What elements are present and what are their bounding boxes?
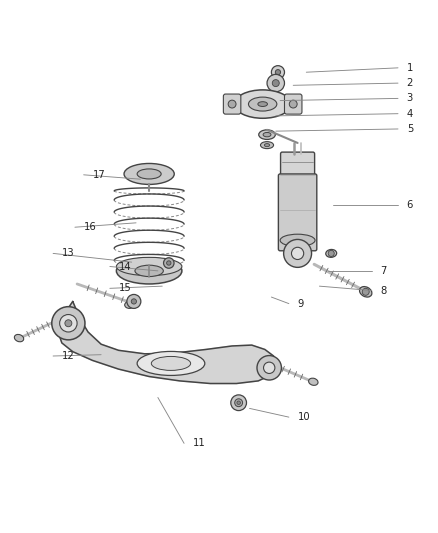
Circle shape <box>52 306 85 340</box>
Ellipse shape <box>124 164 174 184</box>
Circle shape <box>264 362 275 374</box>
Circle shape <box>231 395 247 410</box>
Circle shape <box>289 100 297 108</box>
Ellipse shape <box>309 378 318 385</box>
Text: 16: 16 <box>84 222 96 232</box>
Circle shape <box>166 261 171 265</box>
Ellipse shape <box>135 265 163 277</box>
Circle shape <box>65 320 72 327</box>
Circle shape <box>257 356 282 380</box>
Circle shape <box>291 247 304 260</box>
Ellipse shape <box>258 102 268 107</box>
Circle shape <box>284 239 311 268</box>
Polygon shape <box>57 302 278 384</box>
Ellipse shape <box>326 249 337 257</box>
Text: 1: 1 <box>407 63 413 73</box>
FancyBboxPatch shape <box>223 94 241 114</box>
Ellipse shape <box>14 334 24 342</box>
Text: 10: 10 <box>297 412 310 422</box>
Text: 8: 8 <box>381 286 387 295</box>
Circle shape <box>237 401 240 405</box>
Circle shape <box>235 399 243 407</box>
Circle shape <box>228 100 236 108</box>
FancyBboxPatch shape <box>279 174 317 251</box>
Ellipse shape <box>137 351 205 375</box>
Circle shape <box>272 66 285 79</box>
Ellipse shape <box>261 142 274 149</box>
FancyBboxPatch shape <box>281 152 314 190</box>
Ellipse shape <box>125 302 134 309</box>
Text: 4: 4 <box>407 109 413 119</box>
Ellipse shape <box>280 234 315 246</box>
Text: 2: 2 <box>407 78 413 88</box>
FancyBboxPatch shape <box>285 94 302 114</box>
Ellipse shape <box>137 169 161 179</box>
Circle shape <box>131 299 137 304</box>
Text: 11: 11 <box>193 438 205 448</box>
Circle shape <box>276 70 281 75</box>
Ellipse shape <box>259 130 276 140</box>
Text: 6: 6 <box>407 200 413 211</box>
Text: 5: 5 <box>407 124 413 134</box>
Ellipse shape <box>117 257 182 276</box>
Circle shape <box>362 288 369 295</box>
Text: 17: 17 <box>92 170 105 180</box>
Text: 15: 15 <box>119 284 131 293</box>
Circle shape <box>328 251 334 256</box>
Text: 3: 3 <box>407 93 413 103</box>
Circle shape <box>163 258 174 268</box>
Ellipse shape <box>248 97 277 111</box>
Ellipse shape <box>263 133 271 137</box>
Ellipse shape <box>117 258 182 284</box>
Ellipse shape <box>360 287 372 297</box>
Circle shape <box>267 75 285 92</box>
Text: 7: 7 <box>381 266 387 276</box>
Circle shape <box>272 79 279 87</box>
Text: 12: 12 <box>62 351 74 361</box>
Circle shape <box>60 314 77 332</box>
Text: 13: 13 <box>62 248 74 259</box>
Circle shape <box>127 294 141 309</box>
Ellipse shape <box>151 357 191 370</box>
Ellipse shape <box>265 143 270 147</box>
Text: 9: 9 <box>297 298 304 309</box>
Ellipse shape <box>234 90 291 118</box>
Text: 14: 14 <box>119 262 131 271</box>
